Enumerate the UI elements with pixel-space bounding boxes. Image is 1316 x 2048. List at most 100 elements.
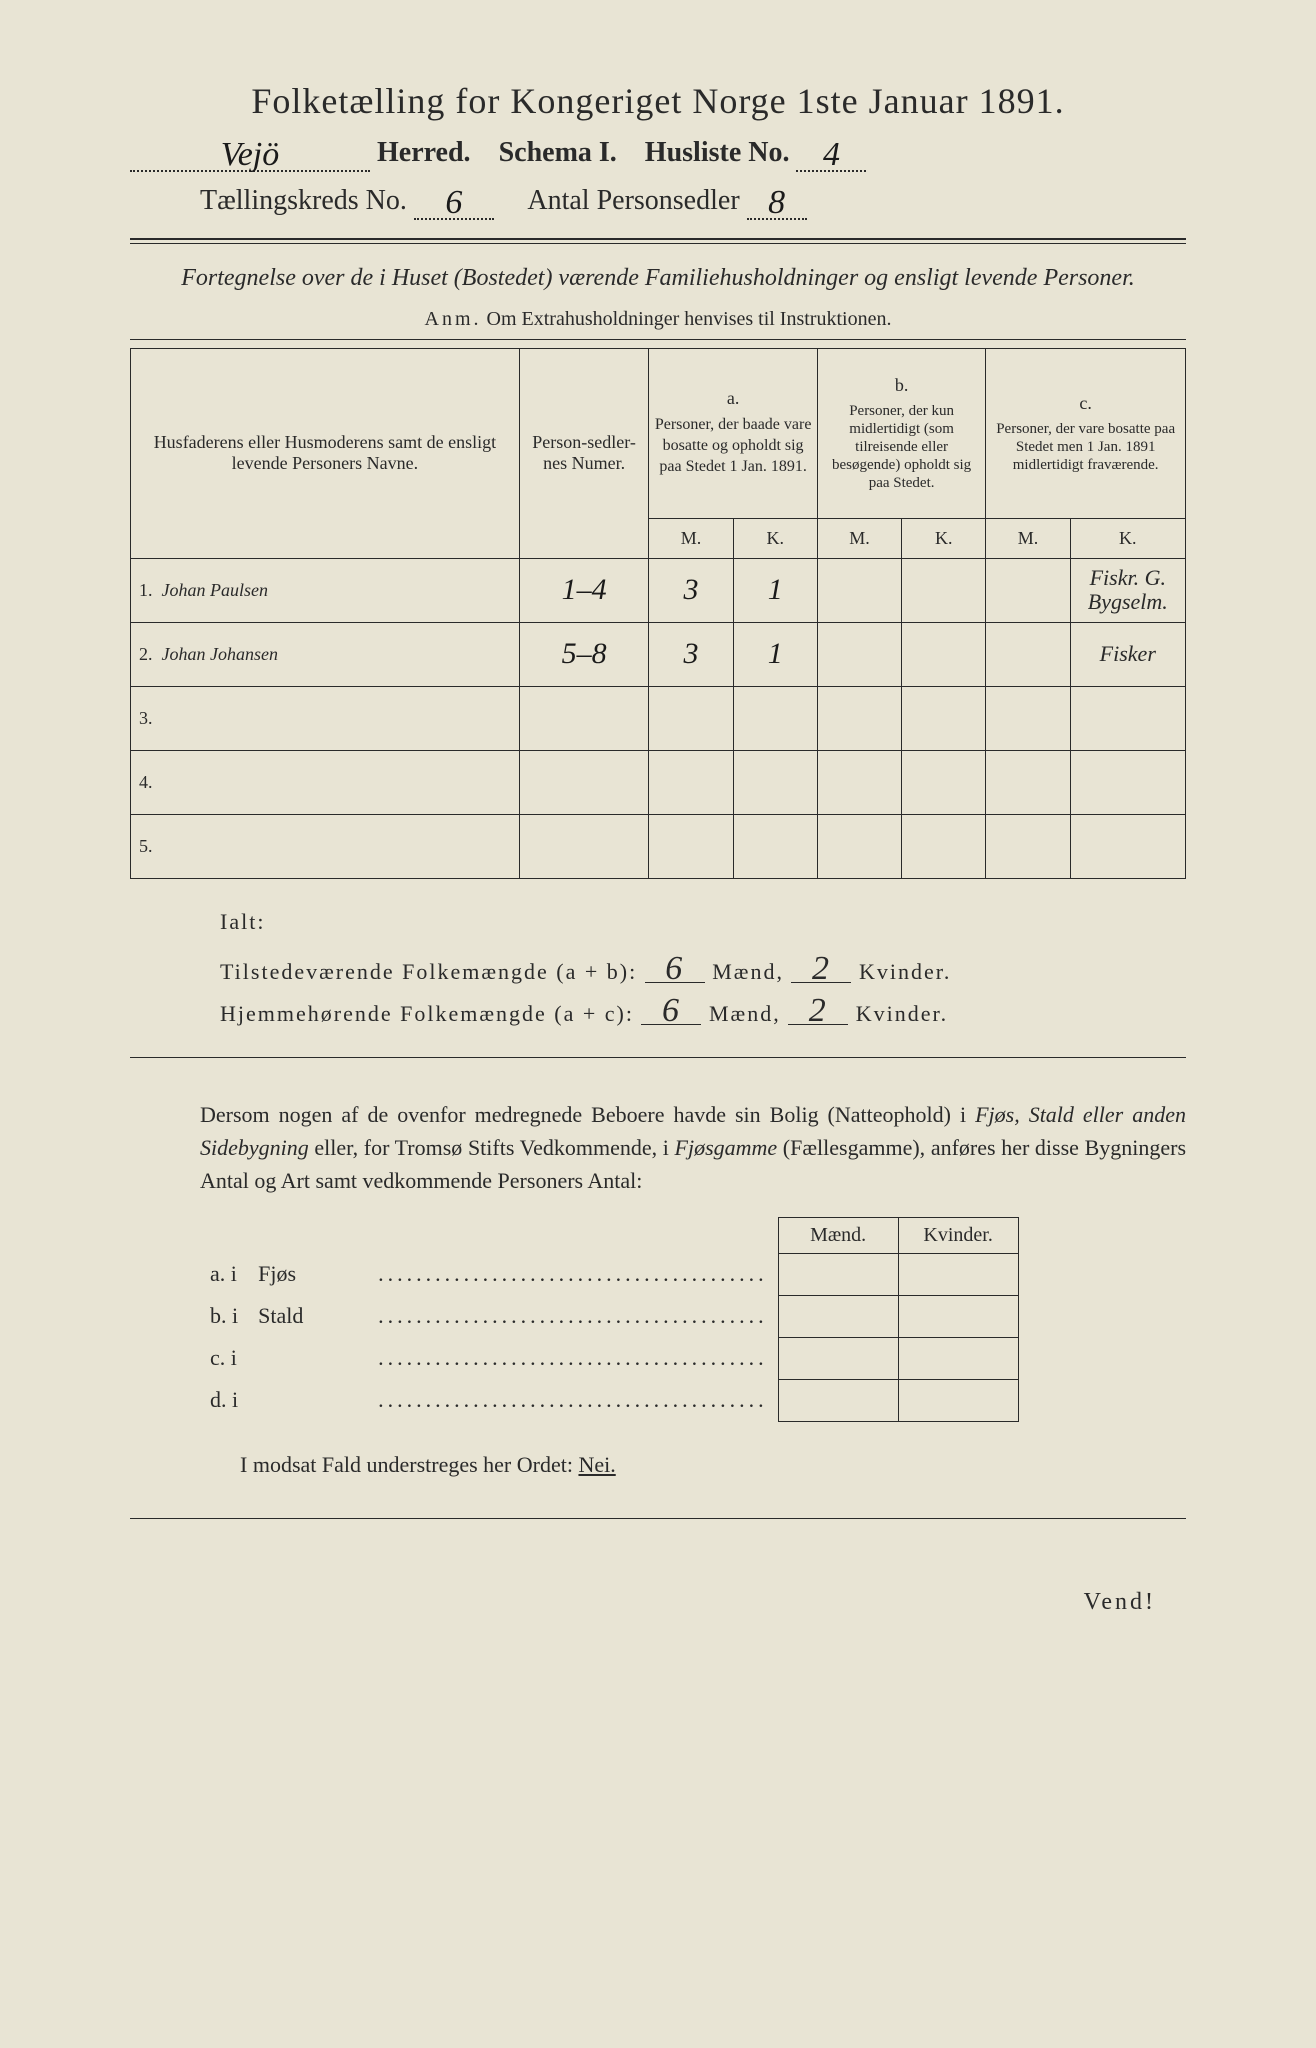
sub-kvinder-cell <box>898 1253 1018 1295</box>
cell-c_m <box>986 558 1070 622</box>
margin-note: Fisker <box>1075 642 1181 666</box>
cell-b_k <box>902 814 986 878</box>
sub-maend-cell <box>778 1253 898 1295</box>
cell-a_m <box>649 750 733 814</box>
document-title: Folketælling for Kongeriget Norge 1ste J… <box>100 80 1216 122</box>
antal-label: Antal Personsedler <box>527 185 739 216</box>
census-table: Husfaderens eller Husmoderens samt de en… <box>130 348 1186 879</box>
row-name-cell: 2. Johan Johansen <box>131 622 520 686</box>
sub-maend-cell <box>778 1379 898 1421</box>
table-row: 2. Johan Johansen5–831Fisker <box>131 622 1186 686</box>
totals-line-1: Tilstedeværende Folkemængde (a + b): 6 M… <box>220 955 1186 985</box>
line1-k: 2 <box>791 955 851 983</box>
cell-c_m <box>986 814 1070 878</box>
cell-c_k <box>1070 750 1185 814</box>
herred-label: Herred. <box>377 137 471 168</box>
husliste-label: Husliste No. <box>645 137 790 168</box>
cell-a_m <box>649 814 733 878</box>
line2-m: 6 <box>641 997 701 1025</box>
sub-row: b. iStald...............................… <box>200 1295 1018 1337</box>
sub-dots: ........................................… <box>368 1379 778 1421</box>
line1-m: 6 <box>645 955 705 983</box>
sub-dots: ........................................… <box>368 1295 778 1337</box>
sub-kvinder-cell <box>898 1295 1018 1337</box>
ialt-label: Ialt: <box>220 909 1186 935</box>
cell-c_m <box>986 622 1070 686</box>
sub-type: Fjøs <box>248 1253 368 1295</box>
table-row: 1. Johan Paulsen1–431Fiskr. G. Bygselm. <box>131 558 1186 622</box>
cell-c_k <box>1070 686 1185 750</box>
cell-a_k: 1 <box>733 558 817 622</box>
sub-table: Mænd. Kvinder. a. iFjøs.................… <box>200 1217 1019 1422</box>
herred-value: Vejö <box>221 136 280 173</box>
cell-b_k <box>902 622 986 686</box>
th-a-m: M. <box>649 518 733 558</box>
row-name-cell: 5. <box>131 814 520 878</box>
sub-dots: ........................................… <box>368 1253 778 1295</box>
totals-section: Ialt: Tilstedeværende Folkemængde (a + b… <box>220 909 1186 1027</box>
husliste-value: 4 <box>823 136 840 173</box>
th-c-k: K. <box>1070 518 1185 558</box>
sub-label: a. i <box>200 1253 248 1295</box>
sub-kvinder-cell <box>898 1379 1018 1421</box>
sub-dots: ........................................… <box>368 1337 778 1379</box>
th-a-k: K. <box>733 518 817 558</box>
census-form-page: Folketælling for Kongeriget Norge 1ste J… <box>100 80 1216 1968</box>
anm-note: Anm. Anm. Om Extrahusholdninger henvises… <box>100 308 1216 331</box>
modsat-line: I modsat Fald understreges her Ordet: Ne… <box>240 1452 1186 1478</box>
cell-b_m <box>817 686 901 750</box>
table-row: 5. <box>131 814 1186 878</box>
sub-label: b. i <box>200 1295 248 1337</box>
cell-c_m <box>986 750 1070 814</box>
cell-b_m <box>817 558 901 622</box>
cell-a_m: 3 <box>649 622 733 686</box>
header-line-2: Tællingskreds No. 6 Antal Personsedler 8 <box>100 180 1216 220</box>
cell-a_k <box>733 750 817 814</box>
th-c-m: M. <box>986 518 1070 558</box>
sub-kvinder-cell <box>898 1337 1018 1379</box>
cell-c_k: Fiskr. G. Bygselm. <box>1070 558 1185 622</box>
cell-c_m <box>986 686 1070 750</box>
paragraph-note: Dersom nogen af de ovenfor medregnede Be… <box>200 1098 1186 1197</box>
sub-maend-cell <box>778 1295 898 1337</box>
cell-b_k <box>902 558 986 622</box>
cell-a_k <box>733 686 817 750</box>
margin-note: Fiskr. G. Bygselm. <box>1075 566 1181 614</box>
sub-label: c. i <box>200 1337 248 1379</box>
sub-type: Stald <box>248 1295 368 1337</box>
cell-a_m <box>649 686 733 750</box>
th-name: Husfaderens eller Husmoderens samt de en… <box>131 348 520 558</box>
cell-b_m <box>817 622 901 686</box>
kreds-label: Tællingskreds No. <box>200 185 407 216</box>
sub-type <box>248 1337 368 1379</box>
row-name-cell: 4. <box>131 750 520 814</box>
divider <box>130 1518 1186 1519</box>
cell-a_k <box>733 814 817 878</box>
vend-label: Vend! <box>100 1589 1156 1616</box>
row-name-cell: 3. <box>131 686 520 750</box>
cell-b_m <box>817 750 901 814</box>
sub-th-kvinder: Kvinder. <box>898 1217 1018 1253</box>
table-row: 4. <box>131 750 1186 814</box>
sub-row: d. i....................................… <box>200 1379 1018 1421</box>
antal-value: 8 <box>768 184 785 221</box>
cell-numer <box>519 814 649 878</box>
form-subtitle: Fortegnelse over de i Huset (Bostedet) v… <box>160 262 1156 296</box>
sub-th-maend: Mænd. <box>778 1217 898 1253</box>
totals-line-2: Hjemmehørende Folkemængde (a + c): 6 Mæn… <box>220 997 1186 1027</box>
th-b: b. Personer, der kun midlertidigt (som t… <box>817 348 985 518</box>
header-line-1: Vejö Herred. Schema I. Husliste No. 4 <box>100 132 1216 172</box>
th-b-m: M. <box>817 518 901 558</box>
cell-numer <box>519 750 649 814</box>
cell-b_k <box>902 750 986 814</box>
cell-b_k <box>902 686 986 750</box>
cell-numer: 5–8 <box>519 622 649 686</box>
nei-word: Nei. <box>578 1452 615 1477</box>
schema-label: Schema I. <box>499 137 617 168</box>
cell-c_k: Fisker <box>1070 622 1185 686</box>
cell-b_m <box>817 814 901 878</box>
divider <box>130 238 1186 244</box>
sub-row: a. iFjøs................................… <box>200 1253 1018 1295</box>
line2-k: 2 <box>788 997 848 1025</box>
th-b-k: K. <box>902 518 986 558</box>
